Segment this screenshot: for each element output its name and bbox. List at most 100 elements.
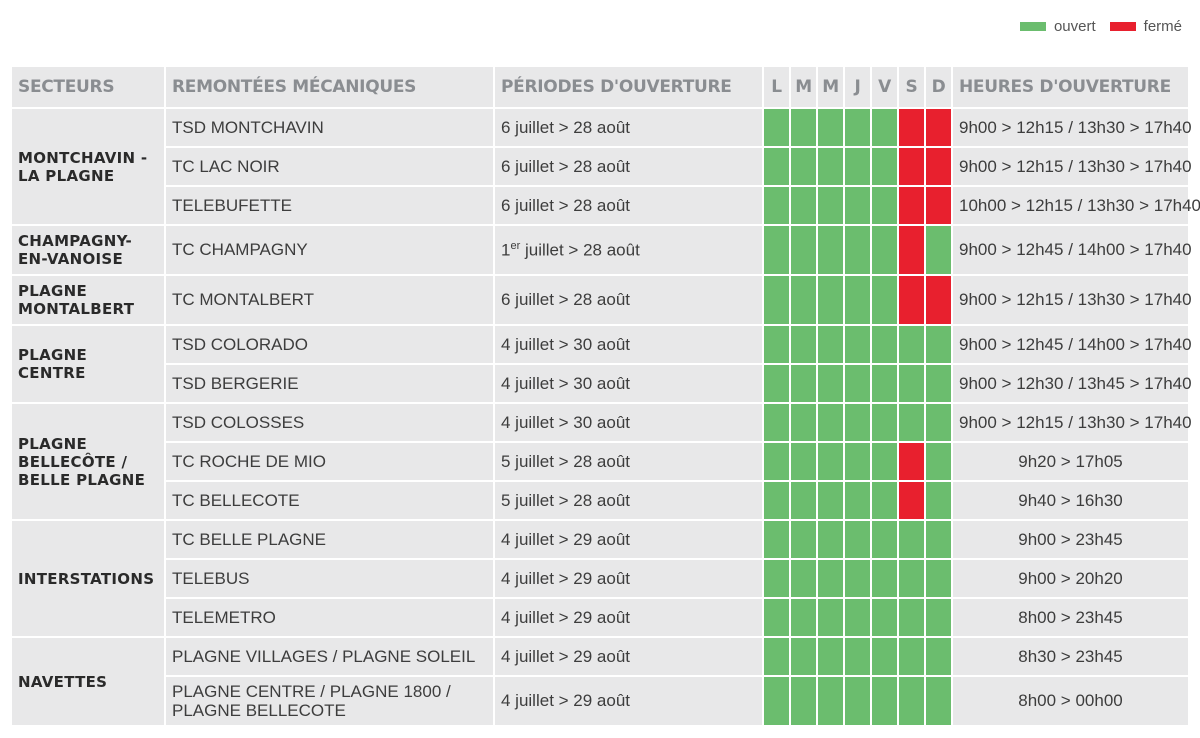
day-status-mon xyxy=(764,109,789,146)
day-status-mon xyxy=(764,365,789,402)
table-row: TELEBUS 4 juillet > 29 août 9h00 > 20h20 xyxy=(12,560,1188,597)
day-status-sun xyxy=(926,482,951,519)
day-status-mon xyxy=(764,599,789,636)
day-status-sat xyxy=(899,276,924,324)
day-status-tue xyxy=(791,638,816,675)
day-status-mon xyxy=(764,482,789,519)
day-status-thu xyxy=(845,365,870,402)
day-status-fri xyxy=(872,443,897,480)
legend-open-label: ouvert xyxy=(1053,18,1096,35)
day-status-tue xyxy=(791,365,816,402)
opening-period: 4 juillet > 30 août xyxy=(495,365,762,402)
day-status-sun xyxy=(926,326,951,363)
day-status-fri xyxy=(872,326,897,363)
day-status-thu xyxy=(845,187,870,224)
day-status-sat xyxy=(899,404,924,441)
header-day-sat: S xyxy=(899,67,924,107)
day-status-mon xyxy=(764,404,789,441)
day-status-sun xyxy=(926,677,951,725)
opening-period: 6 juillet > 28 août xyxy=(495,148,762,185)
day-status-tue xyxy=(791,560,816,597)
header-day-mon: L xyxy=(764,67,789,107)
day-status-wed xyxy=(818,326,843,363)
day-status-sun xyxy=(926,187,951,224)
day-status-fri xyxy=(872,521,897,558)
lift-name: TC BELLE PLAGNE xyxy=(166,521,493,558)
day-status-sat xyxy=(899,109,924,146)
opening-period: 4 juillet > 29 août xyxy=(495,638,762,675)
period-ordinal: er xyxy=(510,239,521,252)
day-status-sat xyxy=(899,521,924,558)
table-row: Champagny-en-Vanoise TC CHAMPAGNY 1er juil… xyxy=(12,226,1192,274)
opening-hours: 9h00 > 12h45 / 14h00 > 17h40 xyxy=(953,326,1192,363)
day-status-fri xyxy=(872,599,897,636)
opening-period: 1er juillet > 28 août xyxy=(495,226,762,274)
table-row: Plagne Bellecôte / Belle Plagne TSD COLOS… xyxy=(12,404,1192,519)
opening-hours: 9h20 > 17h05 xyxy=(953,443,1188,480)
sector-cell: Plagne Centre xyxy=(12,326,164,402)
day-status-wed xyxy=(818,276,843,324)
table-row: TC LAC NOIR 6 juillet > 28 août 9h00 > 12h… xyxy=(12,148,1192,185)
opening-hours: 9h00 > 12h15 / 13h30 > 17h40 xyxy=(953,404,1192,441)
header-day-thu: J xyxy=(845,67,870,107)
day-status-sun xyxy=(926,443,951,480)
table-row: Plagne Centre TSD COLORADO 4 juillet > 30 … xyxy=(12,326,1192,402)
day-status-sun xyxy=(926,109,951,146)
day-status-sat xyxy=(899,148,924,185)
lift-name: TC LAC NOIR xyxy=(166,148,493,185)
sector-cell: Champagny-en-Vanoise xyxy=(12,226,164,274)
opening-period: 4 juillet > 29 août xyxy=(495,677,762,725)
day-status-mon xyxy=(764,326,789,363)
day-status-wed xyxy=(818,599,843,636)
lift-name: TELEBUS xyxy=(166,560,493,597)
day-status-mon xyxy=(764,521,789,558)
header-lift: Remontées mécaniques xyxy=(166,67,493,107)
legend-open: ouvert xyxy=(1019,18,1096,35)
day-status-tue xyxy=(791,443,816,480)
lift-name: TSD COLORADO xyxy=(166,326,493,363)
day-status-tue xyxy=(791,599,816,636)
day-status-wed xyxy=(818,226,843,274)
day-status-sat xyxy=(899,677,924,725)
opening-hours: 8h00 > 00h00 xyxy=(953,677,1188,725)
day-status-sun xyxy=(926,276,951,324)
lift-schedule-table: Secteurs Remontées mécaniques Périodes d… xyxy=(10,65,1200,730)
day-status-wed xyxy=(818,560,843,597)
open-swatch xyxy=(1019,22,1046,31)
header-day-tue: M xyxy=(791,67,816,107)
lift-name: TC BELLECOTE xyxy=(166,482,493,519)
day-status-mon xyxy=(764,226,789,274)
sector-cell: Navettes xyxy=(12,638,164,725)
header-hours: Heures d'ouverture xyxy=(953,67,1188,107)
sector-cell: Montchavin - La Plagne xyxy=(12,109,164,224)
day-status-sat xyxy=(899,326,924,363)
opening-hours: 8h30 > 23h45 xyxy=(953,638,1188,675)
day-status-fri xyxy=(872,276,897,324)
day-status-thu xyxy=(845,521,870,558)
day-status-mon xyxy=(764,276,789,324)
day-status-fri xyxy=(872,187,897,224)
sector-cell: Plagne Montalbert xyxy=(12,276,164,324)
day-status-sun xyxy=(926,521,951,558)
day-status-fri xyxy=(872,677,897,725)
closed-swatch xyxy=(1109,22,1136,31)
table-row: TC BELLECOTE 5 juillet > 28 août 9h40 > 16… xyxy=(12,482,1188,519)
day-status-sat xyxy=(899,365,924,402)
day-status-sat xyxy=(899,443,924,480)
day-status-sun xyxy=(926,560,951,597)
sector-cell: Plagne Bellecôte / Belle Plagne xyxy=(12,404,164,519)
day-status-tue xyxy=(791,482,816,519)
lift-name: TSD COLOSSES xyxy=(166,404,493,441)
header-sector: Secteurs xyxy=(12,67,164,107)
day-status-tue xyxy=(791,521,816,558)
header-day-sun: D xyxy=(926,67,951,107)
day-status-sun xyxy=(926,226,951,274)
opening-period: 4 juillet > 29 août xyxy=(495,599,762,636)
day-status-tue xyxy=(791,326,816,363)
legend-closed-label: fermé xyxy=(1143,18,1182,35)
table-row: TELEBUFETTE 6 juillet > 28 août 10h00 > 12… xyxy=(12,187,1200,224)
opening-period: 6 juillet > 28 août xyxy=(495,187,762,224)
opening-hours: 9h00 > 12h15 / 13h30 > 17h40 xyxy=(953,148,1192,185)
day-status-wed xyxy=(818,148,843,185)
day-status-wed xyxy=(818,677,843,725)
